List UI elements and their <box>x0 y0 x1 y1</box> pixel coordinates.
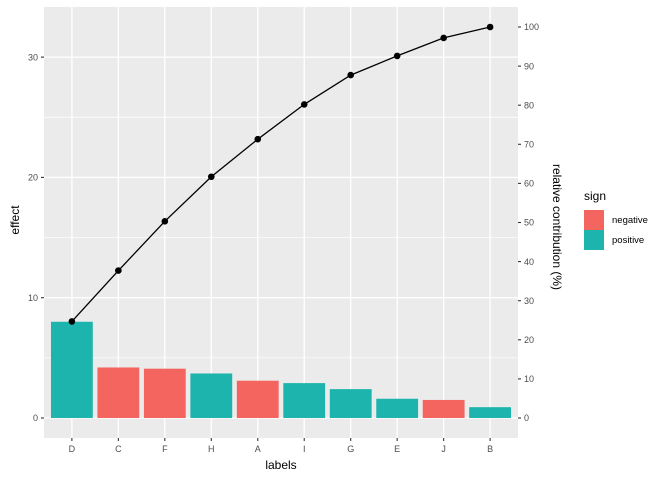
y-tick-label-left-0: 0 <box>33 413 38 423</box>
x-tick-label-G: G <box>347 444 354 454</box>
cumulative-point-G <box>347 71 355 79</box>
x-tick-label-A: A <box>255 444 261 454</box>
y-tick-label-right-20: 20 <box>524 335 534 345</box>
legend-label-positive: positive <box>612 234 645 246</box>
cumulative-point-J <box>440 34 447 42</box>
cumulative-point-B <box>486 23 494 31</box>
cumulative-line <box>71 26 491 322</box>
legend-key-positive-swatch <box>584 230 604 250</box>
legend-item-negative: negative <box>584 210 648 230</box>
y-tick-label-right-90: 90 <box>524 61 534 71</box>
cumulative-point-D <box>68 318 76 325</box>
y-tick-label-right-100: 100 <box>524 22 539 32</box>
cumulative-point-C <box>115 267 122 274</box>
x-tick-label-J: J <box>441 444 446 454</box>
y-tick-label-right-70: 70 <box>524 140 534 150</box>
y-tick-label-right-0: 0 <box>524 413 529 423</box>
cumulative-point-F <box>161 218 169 225</box>
x-tick-label-H: H <box>208 444 215 454</box>
y-tick-label-right-10: 10 <box>524 374 534 384</box>
legend: sign negative positive <box>584 189 648 250</box>
x-tick-label-B: B <box>487 444 493 454</box>
plot-panel <box>44 7 518 438</box>
y-tick-label-right-50: 50 <box>524 218 534 228</box>
bar-A <box>236 380 279 418</box>
y-axis-title-left: effect <box>8 205 22 235</box>
y-axis-title-right: relative contribution (%) <box>550 163 564 291</box>
legend-item-positive: positive <box>584 230 648 250</box>
cumulative-point-E <box>393 52 401 60</box>
x-tick-label-F: F <box>162 444 168 454</box>
bar-I <box>283 383 326 418</box>
bar-E <box>376 398 419 418</box>
bar-F <box>143 368 186 418</box>
y-tick-label-right-80: 80 <box>524 100 534 110</box>
x-tick-label-I: I <box>303 444 306 454</box>
y-tick-label-left-10: 10 <box>28 293 38 303</box>
bar-G <box>329 389 372 418</box>
bar-D <box>50 321 93 418</box>
y-tick-label-right-30: 30 <box>524 296 534 306</box>
y-tick-label-right-60: 60 <box>524 179 534 189</box>
bar-C <box>97 367 140 418</box>
y-tick-label-left-30: 30 <box>28 52 38 62</box>
cumulative-point-A <box>254 135 262 143</box>
y-tick-label-right-40: 40 <box>524 257 534 267</box>
y-tick-label-left-20: 20 <box>28 173 38 183</box>
bar-J <box>422 399 465 418</box>
x-tick-label-E: E <box>394 444 400 454</box>
legend-key-negative-swatch <box>584 210 604 230</box>
legend-title: sign <box>584 189 607 203</box>
bar-H <box>190 373 233 418</box>
cumulative-point-I <box>300 101 308 108</box>
legend-label-negative: negative <box>612 214 648 226</box>
x-tick-label-C: C <box>115 444 122 454</box>
cumulative-point-H <box>207 173 215 181</box>
x-tick-label-D: D <box>69 444 76 454</box>
bar-B <box>469 407 512 418</box>
x-axis-title: labels <box>265 458 297 472</box>
